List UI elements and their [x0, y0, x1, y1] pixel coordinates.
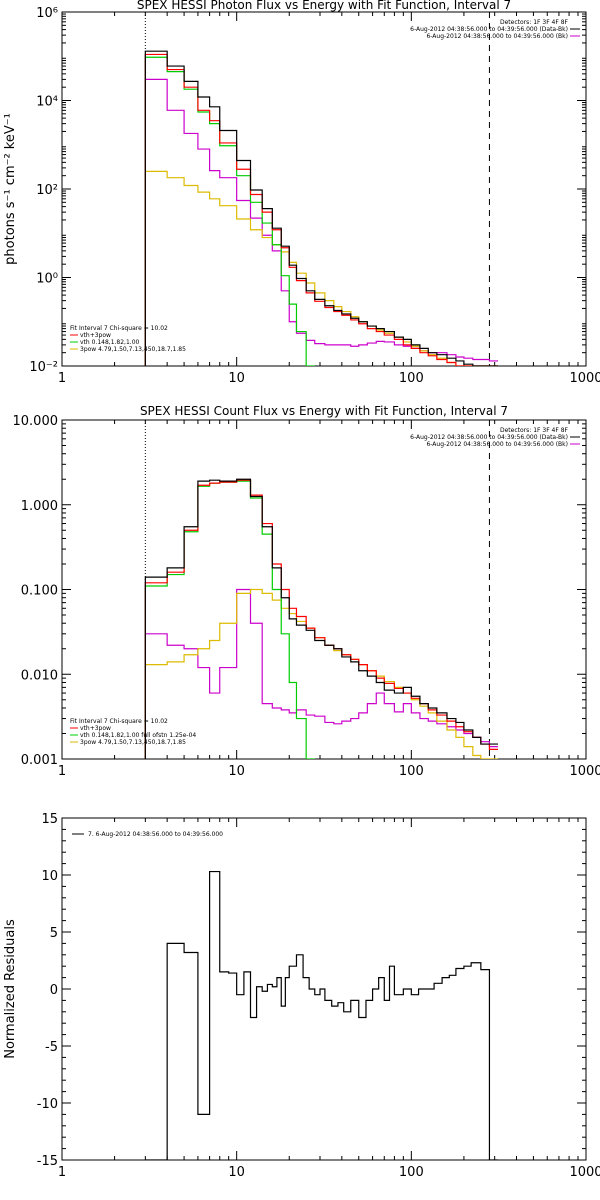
series-line-residuals — [145, 870, 499, 1160]
y-tick-label: 10⁰ — [36, 272, 58, 287]
y-tick-label: 10² — [36, 183, 58, 198]
y-tick-label: 10.000 — [13, 414, 59, 429]
legend-entry: 6-Aug-2012 04:38:56.000 to 04:39:56.000 … — [410, 26, 568, 33]
legend-entry: Detectors: 1F 3F 4F 8F — [500, 19, 569, 26]
legend-entry: Fit Interval 7 Chi-square = 10.02 — [70, 718, 168, 725]
x-tick-label: 10 — [228, 1165, 245, 1180]
y-tick-label: 0.100 — [21, 584, 58, 599]
series-line-vth-3pow — [144, 53, 499, 366]
legend-entry: vth+3pow — [80, 332, 111, 339]
legend-entry: 7. 6-Aug-2012 04:38:56.000 to 04:39:56.0… — [88, 831, 223, 838]
x-tick-label: 1000 — [569, 1165, 600, 1180]
x-tick-label: 1000 — [569, 764, 600, 779]
chart-panel-1: SPEX HESSI Photon Flux vs Energy with Fi… — [3, 0, 600, 386]
x-tick-label: 1 — [58, 764, 66, 779]
series-line-3pow — [144, 588, 499, 759]
x-tick-label: 1 — [58, 371, 66, 386]
series-line-data-bk — [144, 50, 499, 366]
chart-panel-3: Normalized Residuals 1 10 100 1000 -15 -10 -5 0 5… — [3, 812, 600, 1180]
y-axis-label: Normalized Residuals — [3, 919, 18, 1059]
chart-title: SPEX HESSI Count Flux vs Energy with Fit… — [140, 404, 508, 418]
chart-title: SPEX HESSI Photon Flux vs Energy with Fi… — [137, 0, 511, 12]
x-tick-label: 100 — [399, 371, 424, 386]
y-tick-label: 5 — [50, 926, 58, 941]
y-tick-label: 0.010 — [21, 668, 58, 683]
legend-entry: 3pow 4.79,1.50,7.13,450,18.7,1.85 — [80, 739, 186, 746]
series-line-data-bk — [144, 478, 499, 759]
series-line-3pow — [144, 170, 499, 366]
y-tick-label: 10⁻² — [29, 360, 58, 375]
series-line-bk — [144, 588, 499, 759]
y-tick-label: 10 — [41, 869, 58, 884]
plot-frame — [61, 11, 587, 367]
y-tick-label: -5 — [45, 1040, 58, 1055]
y-tick-label: -15 — [37, 1154, 58, 1169]
y-tick-label: 1.000 — [21, 499, 58, 514]
y-tick-label: 10⁴ — [36, 95, 58, 110]
x-tick-label: 1000 — [569, 371, 600, 386]
x-tick-label: 10 — [228, 371, 245, 386]
y-tick-label: 0.001 — [21, 753, 58, 768]
series-line-vth — [144, 480, 315, 759]
plot-frame — [61, 419, 587, 760]
x-tick-label: 10 — [228, 764, 245, 779]
x-tick-label: 100 — [399, 764, 424, 779]
y-tick-label: 15 — [41, 812, 58, 827]
legend-entry: vth+3pow — [80, 725, 111, 732]
y-tick-label: 10⁶ — [36, 6, 58, 21]
legend-entry: 3pow 4.79,1.50,7.13,450,18.7,1.85 — [80, 346, 186, 353]
y-axis-label: photons s⁻¹ cm⁻² keV⁻¹ — [3, 113, 18, 265]
y-tick-label: -10 — [37, 1097, 58, 1112]
legend-entry: 6-Aug-2012 04:38:56.000 to 04:39:56.000 … — [426, 441, 568, 448]
y-tick-label: 0 — [50, 983, 58, 998]
x-tick-label: 100 — [399, 1165, 424, 1180]
legend-entry: vth 0.148,1.82,1.00 full ofstn 1.25e-04 — [80, 732, 196, 739]
x-tick-label: 1 — [58, 1165, 66, 1180]
legend-entry: Fit Interval 7 Chi-square = 10.02 — [70, 325, 168, 332]
legend-entry: vth 0.148,1.82,1.00 — [80, 339, 140, 346]
series-line-bk — [144, 78, 499, 366]
legend-entry: 6-Aug-2012 04:38:56.000 to 04:39:56.000 … — [426, 33, 568, 40]
legend-entry: Detectors: 1F 3F 4F 8F — [500, 427, 569, 434]
chart-panel-2: SPEX HESSI Count Flux vs Energy with Fit… — [13, 404, 600, 779]
legend-entry: 6-Aug-2012 04:38:56.000 to 04:39:56.000 … — [410, 434, 568, 441]
